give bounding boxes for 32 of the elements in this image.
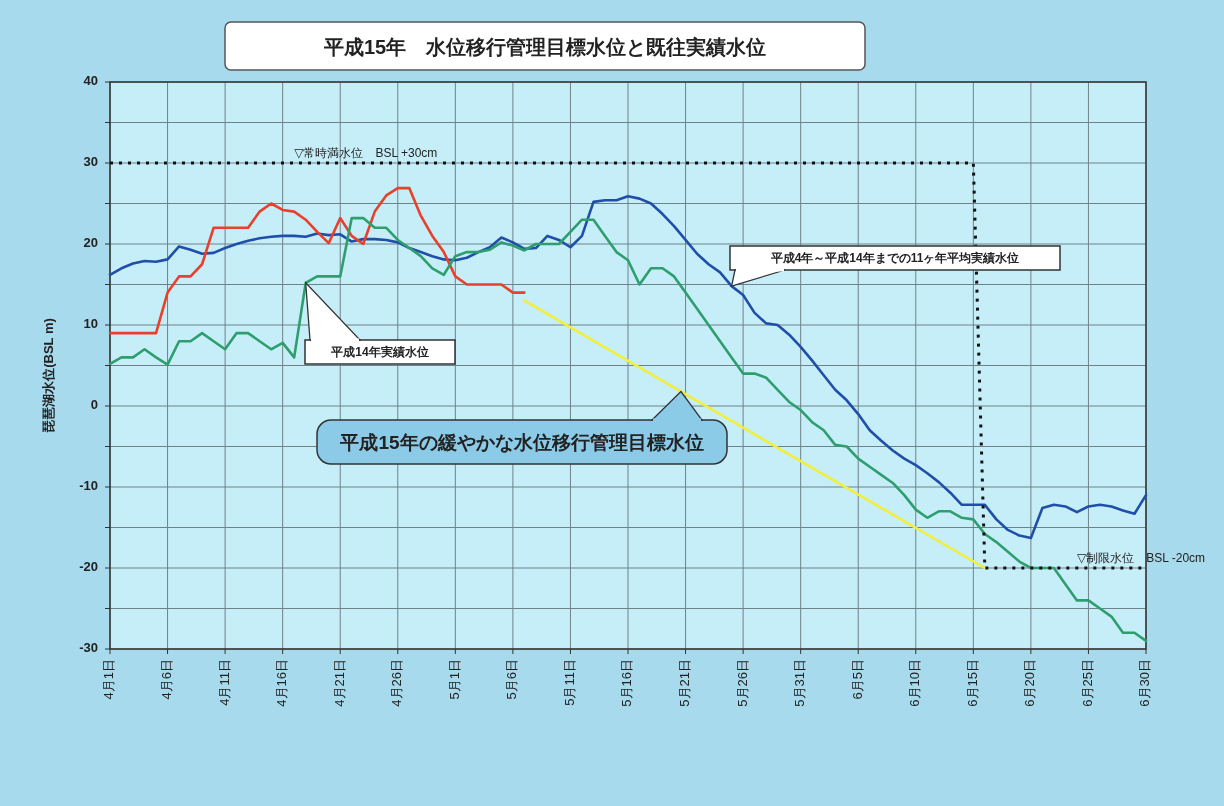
x-tick-label: 4月21日	[331, 659, 347, 707]
x-tick-label: 6月30日	[1137, 659, 1153, 707]
x-tick-label: 4月6日	[158, 659, 174, 700]
y-axis-title: 琵琶湖水位(BSL m)	[40, 318, 56, 433]
y-tick-label: -30	[79, 640, 98, 656]
x-tick-label: 5月16日	[619, 659, 635, 707]
x-tick-label: 6月10日	[907, 659, 923, 707]
y-tick-label: 0	[90, 397, 98, 413]
x-tick-label: 4月16日	[274, 659, 290, 707]
x-tick-label: 5月31日	[792, 659, 808, 707]
annotation: ▽常時満水位 BSL +30cm	[294, 146, 438, 160]
y-tick-label: 30	[83, 154, 98, 170]
y-tick-label: 10	[83, 316, 98, 332]
x-tick-label: 6月15日	[964, 659, 980, 707]
x-tick-label: 5月6日	[504, 659, 520, 700]
x-tick-label: 6月20日	[1022, 659, 1038, 707]
x-tick-label: 6月25日	[1079, 659, 1095, 707]
x-tick-label: 4月26日	[389, 659, 405, 707]
x-tick-label: 4月11日	[216, 659, 232, 706]
x-tick-label: 5月1日	[446, 659, 462, 700]
y-tick-label: -20	[79, 559, 98, 575]
y-tick-label: 20	[83, 235, 98, 251]
x-tick-label: 6月5日	[849, 659, 865, 700]
chart-title: 平成15年 水位移行管理目標水位と既往実績水位	[322, 36, 767, 58]
y-tick-label: -10	[79, 478, 98, 494]
series-label: 平成15年の緩やかな水位移行管理目標水位	[339, 431, 704, 453]
x-tick-label: 4月1日	[101, 659, 117, 700]
annotation: ▽制限水位 BSL -20cm	[1076, 551, 1206, 565]
x-tick-label: 5月11日	[561, 659, 577, 706]
x-tick-label: 5月26日	[734, 659, 750, 707]
y-tick-label: 40	[83, 73, 98, 89]
x-tick-label: 5月21日	[676, 659, 692, 707]
